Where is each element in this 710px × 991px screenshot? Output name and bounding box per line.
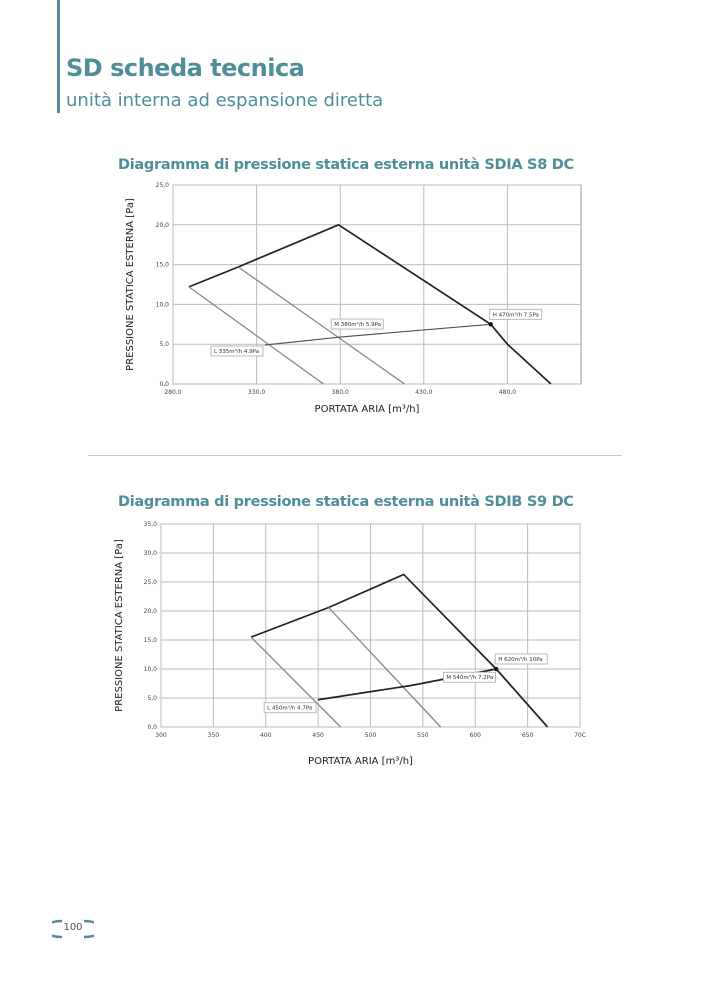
y-tick-label: 10,0 xyxy=(144,666,158,673)
x-tick-label: 380,0 xyxy=(332,389,349,396)
y-tick-label: 10,0 xyxy=(156,301,170,308)
x-axis-title: PORTATA ARIA [m³/h] xyxy=(308,756,413,767)
y-axis-title: PRESSIONE STATICA ESTERNA [Pa] xyxy=(125,198,136,371)
series-l-curve xyxy=(250,636,342,728)
x-tick-label: 650 xyxy=(522,732,534,739)
operating-point-marker xyxy=(488,322,493,327)
chart-1-title: Diagramma di pressione statica esterna u… xyxy=(118,157,574,173)
x-tick-label: 430,0 xyxy=(415,389,432,396)
annotation-label: L 450m³/h 4.7Pa xyxy=(267,705,312,712)
y-tick-label: 35,0 xyxy=(144,521,158,528)
y-tick-label: 25,0 xyxy=(156,182,170,189)
annotation-label: H 620m³/h 10Pa xyxy=(498,656,542,663)
x-tick-label: 500 xyxy=(365,732,377,739)
x-tick-label: 400 xyxy=(260,732,272,739)
operating-point-marker xyxy=(494,666,499,672)
page-title: SD scheda tecnica xyxy=(66,54,305,82)
x-axis-title: PORTATA ARIA [m³/h] xyxy=(315,404,420,415)
y-axis-title: PRESSIONE STATICA ESTERNA [Pa] xyxy=(114,539,125,712)
chart-1: 280,0 330,0 380,0 430,0 480,0 0,0 5,0 10,0 15,0 2… xyxy=(125,182,582,415)
y-tick-label: 5,0 xyxy=(159,341,169,348)
x-tick-label: 350 xyxy=(208,732,220,739)
annotation-label: M 380m³/h 5.9Pa xyxy=(334,321,381,328)
page-subtitle: unità interna ad espansione diretta xyxy=(66,90,384,111)
annotation-box xyxy=(489,308,543,320)
y-tick-label: 0,0 xyxy=(147,724,157,731)
y-tick-label: 30,0 xyxy=(144,550,158,557)
series-m-curve xyxy=(328,607,442,728)
x-tick-label: 550 xyxy=(417,732,429,739)
annotation-box xyxy=(442,671,496,683)
section-divider xyxy=(88,455,622,456)
annotation-box xyxy=(494,653,548,665)
y-tick-label: 15,0 xyxy=(156,262,170,269)
y-tick-label: 0,0 xyxy=(159,381,169,388)
annotation-label: L 335m³/h 4.9Pa xyxy=(214,348,259,355)
header-accent-bar xyxy=(57,0,60,113)
annotation-box xyxy=(263,702,317,714)
x-tick-label: 600 xyxy=(470,732,482,739)
y-tick-label: 25,0 xyxy=(144,579,158,586)
chart-2-title: Diagramma di pressione statica esterna u… xyxy=(118,494,574,510)
x-tick-label: 70C xyxy=(574,732,586,739)
series-envelope xyxy=(250,573,549,728)
y-tick-label: 15,0 xyxy=(144,637,158,644)
series-operating xyxy=(264,323,491,346)
series-envelope xyxy=(188,223,552,385)
page-number: 100 xyxy=(42,919,104,939)
series-m-curve xyxy=(237,266,405,385)
y-tick-label: 5,0 xyxy=(147,695,157,702)
y-tick-label: 20,0 xyxy=(156,222,170,229)
x-tick-label: 480,0 xyxy=(499,389,516,396)
series-l-curve xyxy=(188,286,324,385)
annotation-box xyxy=(330,318,384,330)
chart-2: 300 350 400 450 500 550 600 650 70C 0,0 5,0 10,0 15,… xyxy=(114,521,586,767)
x-tick-label: 300 xyxy=(155,732,167,739)
x-tick-label: 330,0 xyxy=(248,389,265,396)
annotation-label: M 540m³/h 7.2Pa xyxy=(446,674,493,681)
annotation-box xyxy=(210,345,264,357)
annotation-label: H 470m³/h 7.5Pa xyxy=(493,311,539,318)
x-tick-label: 280,0 xyxy=(164,389,181,396)
x-tick-label: 450 xyxy=(312,732,324,739)
y-tick-label: 20,0 xyxy=(144,608,158,615)
